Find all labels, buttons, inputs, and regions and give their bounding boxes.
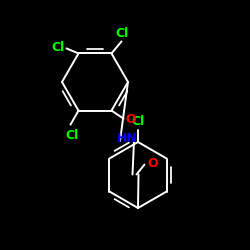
Text: Cl: Cl (115, 28, 128, 40)
Text: Cl: Cl (51, 41, 64, 54)
Text: O: O (147, 157, 158, 170)
Text: HN: HN (116, 132, 138, 145)
Text: O: O (126, 113, 136, 126)
Text: Cl: Cl (66, 128, 79, 141)
Text: Cl: Cl (132, 115, 144, 128)
